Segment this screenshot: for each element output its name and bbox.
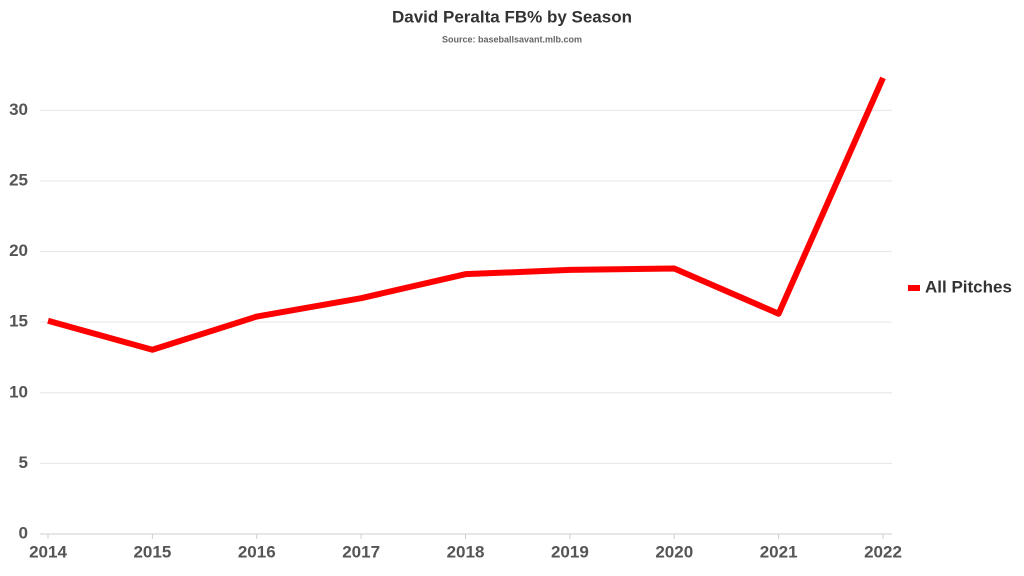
y-tick-label: 0 xyxy=(19,523,28,542)
y-tick-label: 10 xyxy=(9,382,28,401)
x-tick-label: 2019 xyxy=(551,542,589,561)
y-tick-label: 25 xyxy=(9,170,28,189)
x-tick-label: 2015 xyxy=(133,542,171,561)
y-tick-label: 15 xyxy=(9,312,28,331)
x-tick-label: 2022 xyxy=(864,542,902,561)
x-tick-label: 2020 xyxy=(655,542,693,561)
y-tick-label: 20 xyxy=(9,241,28,260)
chart-subtitle: Source: baseballsavant.mlb.com xyxy=(442,34,582,44)
x-tick-label: 2014 xyxy=(29,542,67,561)
y-tick-label: 30 xyxy=(9,100,28,119)
y-tick-label: 5 xyxy=(19,453,28,472)
x-tick-label: 2017 xyxy=(342,542,380,561)
x-tick-label: 2021 xyxy=(760,542,798,561)
legend-label: All Pitches xyxy=(925,277,1012,296)
legend-swatch xyxy=(908,285,920,291)
x-tick-label: 2016 xyxy=(238,542,276,561)
x-tick-label: 2018 xyxy=(447,542,485,561)
line xyxy=(47,76,886,353)
chart-title: David Peralta FB% by Season xyxy=(392,7,632,26)
